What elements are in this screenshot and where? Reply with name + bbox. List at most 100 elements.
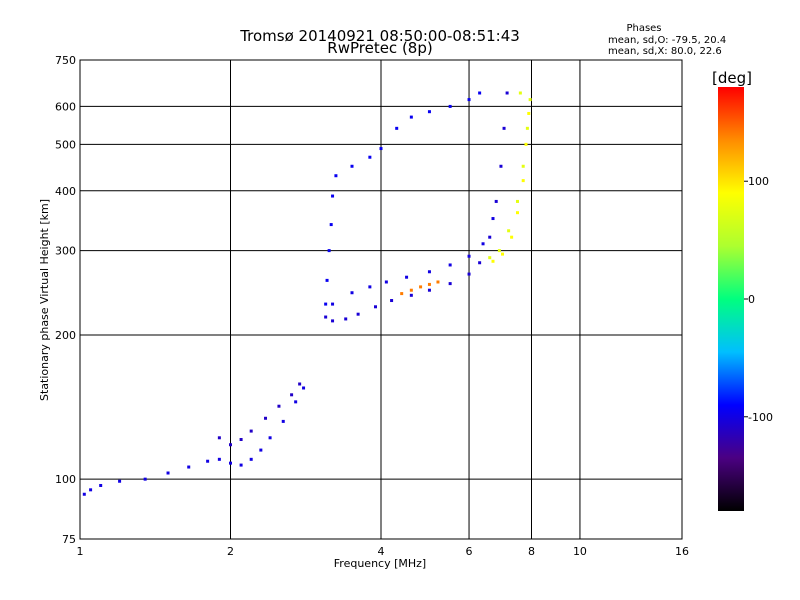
data-point bbox=[525, 126, 529, 130]
y-tick-label: 500 bbox=[55, 138, 76, 151]
x-tick-label: 2 bbox=[227, 545, 234, 558]
data-point bbox=[259, 448, 263, 452]
data-point bbox=[368, 155, 372, 159]
data-point bbox=[324, 315, 328, 319]
data-point bbox=[510, 235, 514, 239]
y-tick-label: 200 bbox=[55, 329, 76, 342]
y-axis-label: Stationary phase Virtual Height [km] bbox=[38, 199, 51, 401]
y-tick-label: 600 bbox=[55, 100, 76, 113]
data-point bbox=[118, 479, 122, 483]
data-point bbox=[334, 174, 338, 178]
data-point bbox=[143, 477, 147, 481]
stats-x-mode: mean, sd,X: 80.0, 22.6 bbox=[608, 46, 722, 57]
data-point bbox=[419, 285, 423, 289]
data-point bbox=[249, 457, 253, 461]
data-point bbox=[206, 459, 210, 463]
data-point bbox=[302, 386, 306, 390]
grid-lines bbox=[80, 60, 682, 539]
data-point bbox=[331, 194, 335, 198]
x-axis-label: Frequency [MHz] bbox=[334, 557, 426, 570]
data-point bbox=[350, 291, 354, 295]
data-point bbox=[515, 211, 519, 215]
data-point bbox=[82, 492, 86, 496]
data-point bbox=[294, 400, 298, 404]
data-point bbox=[368, 285, 372, 289]
data-point bbox=[298, 382, 302, 386]
data-point bbox=[488, 235, 492, 239]
data-point bbox=[467, 272, 471, 276]
data-point bbox=[290, 393, 294, 397]
data-point bbox=[264, 416, 268, 420]
data-point bbox=[409, 115, 413, 119]
y-tick-label: 300 bbox=[55, 245, 76, 258]
data-point bbox=[427, 270, 431, 274]
data-point bbox=[497, 249, 501, 253]
data-point bbox=[187, 465, 191, 469]
data-point bbox=[448, 263, 452, 267]
data-point bbox=[501, 252, 505, 256]
data-point bbox=[448, 282, 452, 286]
colorbar-tick-label: -100 bbox=[748, 411, 773, 424]
data-point bbox=[356, 312, 360, 316]
colorbar bbox=[718, 87, 744, 511]
x-tick-labels: 1 2 4 6 8 10 16 bbox=[77, 545, 690, 558]
colorbar-ticks: 100 0 -100 bbox=[744, 175, 773, 424]
data-point bbox=[505, 91, 509, 95]
x-tick-label: 16 bbox=[675, 545, 689, 558]
y-tick-labels: 75 100 200 300 400 500 600 750 bbox=[55, 54, 76, 546]
data-point bbox=[527, 111, 531, 115]
x-tick-label: 10 bbox=[573, 545, 587, 558]
stats-heading: Phases bbox=[626, 23, 661, 34]
data-point bbox=[344, 317, 348, 321]
data-point bbox=[239, 463, 243, 467]
data-point bbox=[521, 164, 525, 168]
data-point bbox=[324, 302, 328, 306]
data-point bbox=[217, 457, 221, 461]
data-point bbox=[436, 280, 440, 284]
data-point bbox=[329, 223, 333, 227]
colorbar-tick-label: 0 bbox=[748, 293, 755, 306]
x-tick-label: 4 bbox=[378, 545, 385, 558]
data-point bbox=[478, 91, 482, 95]
data-point bbox=[395, 126, 399, 130]
data-point bbox=[229, 443, 232, 447]
data-point bbox=[384, 280, 388, 284]
data-point bbox=[448, 104, 452, 108]
data-point bbox=[229, 461, 232, 465]
data-point bbox=[427, 282, 431, 286]
data-point bbox=[277, 404, 281, 408]
data-point bbox=[239, 438, 243, 442]
chart-subtitle: RwPretec (8p) bbox=[327, 39, 432, 57]
data-point bbox=[521, 179, 525, 183]
data-point bbox=[488, 256, 492, 260]
data-point bbox=[99, 483, 103, 487]
data-point bbox=[491, 217, 495, 221]
data-point bbox=[405, 275, 409, 279]
data-point bbox=[325, 278, 329, 282]
data-point bbox=[390, 299, 394, 303]
data-point bbox=[166, 471, 170, 475]
data-point bbox=[217, 436, 221, 440]
x-tick-label: 6 bbox=[466, 545, 473, 558]
data-point bbox=[499, 164, 503, 168]
y-tick-label: 75 bbox=[62, 533, 76, 546]
y-tick-label: 750 bbox=[55, 54, 76, 67]
data-point bbox=[331, 319, 335, 323]
colorbar-tick-label: 100 bbox=[748, 175, 769, 188]
data-point bbox=[502, 126, 506, 130]
data-point bbox=[409, 293, 413, 297]
data-point bbox=[350, 164, 354, 168]
data-point bbox=[281, 419, 285, 423]
data-point bbox=[427, 110, 431, 114]
x-tick-label: 8 bbox=[528, 545, 535, 558]
colorbar-label: [deg] bbox=[712, 69, 752, 87]
x-tick-label: 1 bbox=[77, 545, 84, 558]
data-point bbox=[409, 288, 413, 292]
data-point bbox=[524, 142, 528, 146]
data-point bbox=[467, 254, 471, 258]
data-point bbox=[379, 147, 383, 151]
data-point bbox=[478, 261, 482, 265]
data-point bbox=[481, 242, 485, 246]
data-point bbox=[528, 98, 532, 102]
data-point bbox=[331, 302, 335, 306]
